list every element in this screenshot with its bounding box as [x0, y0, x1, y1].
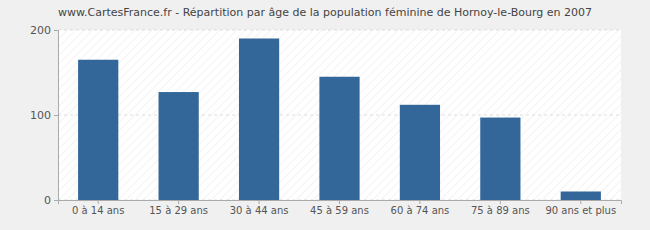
y-tick-mark [54, 200, 58, 201]
x-axis-line [59, 201, 622, 205]
x-tick: 60 à 74 ans [391, 200, 450, 216]
x-tick: 30 à 44 ans [230, 200, 289, 216]
bar [480, 118, 520, 200]
y-tick: 0 [44, 194, 58, 207]
y-tick-label: 0 [44, 194, 51, 207]
x-tick: 0 à 14 ans [72, 200, 124, 216]
x-tick-label: 60 à 74 ans [391, 205, 450, 216]
y-tick: 200 [30, 24, 58, 37]
x-tick-mark [419, 200, 420, 204]
y-tick-label: 200 [30, 24, 51, 37]
x-tick-mark [178, 200, 179, 204]
bar [319, 77, 359, 200]
x-tick-mark [98, 200, 99, 204]
x-tick: 15 à 29 ans [149, 200, 208, 216]
x-tick-mark [259, 200, 260, 204]
y-axis-line [54, 31, 59, 201]
x-tick-label: 90 ans et plus [545, 205, 616, 216]
bar [78, 60, 118, 200]
y-tick: 100 [30, 109, 58, 122]
grid [58, 30, 621, 200]
x-tick-mark [500, 200, 501, 204]
grid-line [58, 30, 621, 31]
y-tick-mark [54, 30, 58, 31]
bars [78, 39, 601, 201]
y-tick-label: 100 [30, 109, 51, 122]
plot-background [58, 30, 621, 200]
x-tick-label: 45 à 59 ans [310, 205, 369, 216]
y-tick-mark [54, 115, 58, 116]
x-tick: 45 à 59 ans [310, 200, 369, 216]
chart: www.CartesFrance.fr - Répartition par âg… [0, 0, 650, 230]
y-axis: 0 100 200 [30, 24, 59, 207]
bar [239, 39, 279, 201]
x-tick-label: 30 à 44 ans [230, 205, 289, 216]
bar [159, 92, 199, 200]
x-tick-label: 15 à 29 ans [149, 205, 208, 216]
x-tick-label: 75 à 89 ans [471, 205, 530, 216]
x-tick: 90 ans et plus [545, 200, 616, 216]
plot: 0 100 200 0 à 14 ans 15 à 29 ans 30 à 44 ans 4… [30, 24, 622, 216]
x-axis: 0 à 14 ans 15 à 29 ans 30 à 44 ans 45 à 59 … [59, 200, 622, 216]
x-tick: 75 à 89 ans [471, 200, 530, 216]
bar [561, 192, 601, 201]
x-tick-mark [580, 200, 581, 204]
bar [400, 105, 440, 200]
x-tick-label: 0 à 14 ans [72, 205, 124, 216]
x-tick-mark [339, 200, 340, 204]
title: www.CartesFrance.fr - Répartition par âg… [58, 6, 592, 19]
